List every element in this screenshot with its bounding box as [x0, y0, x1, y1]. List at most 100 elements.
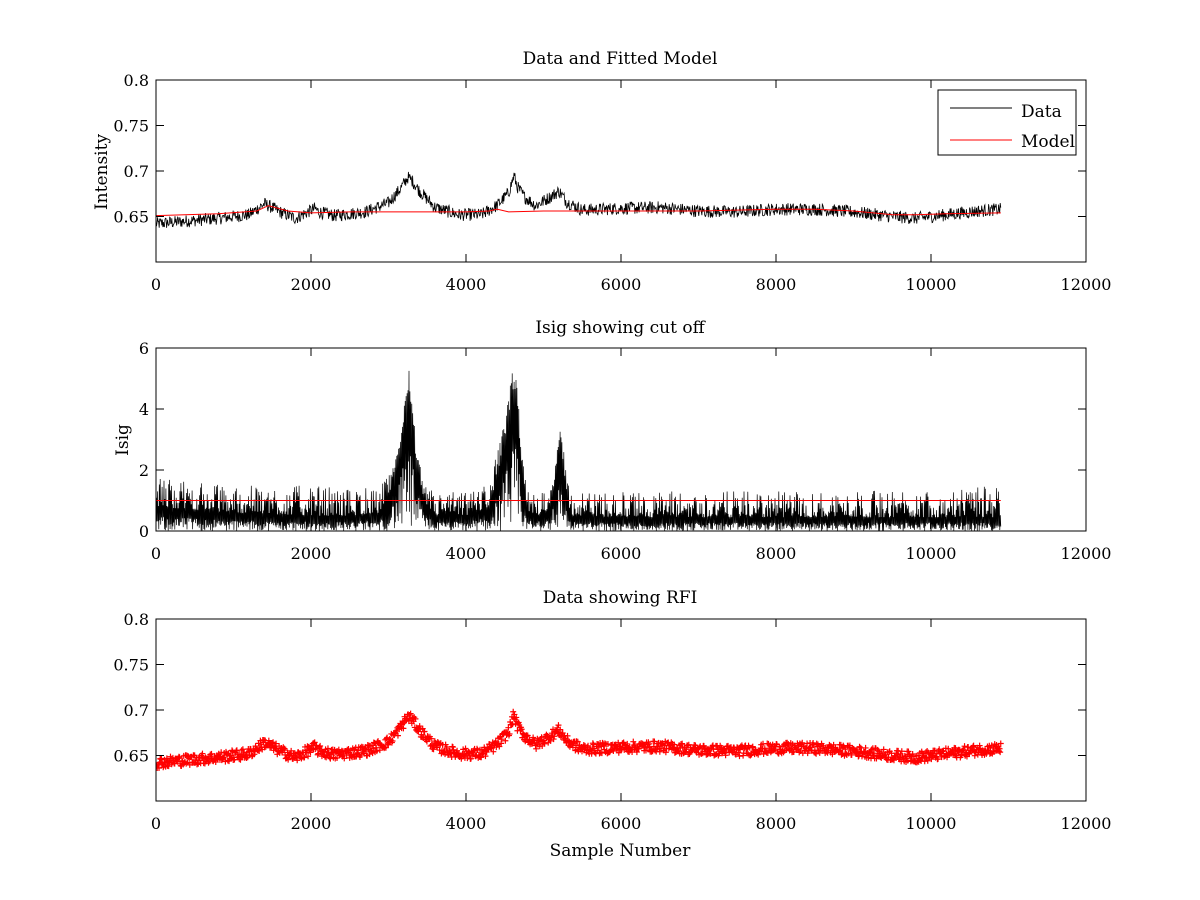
- data-point: [243, 754, 250, 761]
- data-point: [874, 746, 881, 753]
- data-point: [478, 754, 485, 761]
- panel-1-y-axis-label: Intensity: [92, 134, 112, 210]
- data-point: [651, 738, 658, 745]
- data-point: [996, 745, 1003, 752]
- data-point: [207, 751, 214, 758]
- panel-1-title: Data and Fitted Model: [523, 49, 718, 69]
- data-point: [836, 748, 843, 755]
- legend-box: [937, 89, 1077, 156]
- data-point: [366, 751, 373, 758]
- data-point: [528, 741, 535, 748]
- x-tick-label: 4000: [446, 544, 487, 563]
- data-point: [176, 754, 183, 761]
- data-point: [554, 724, 561, 731]
- data-point: [871, 750, 878, 757]
- data-point: [645, 740, 652, 747]
- data-point: [749, 744, 756, 751]
- y-tick-label: 0.65: [113, 208, 149, 227]
- panel-3-x-axis-label: Sample Number: [550, 841, 692, 861]
- data-point: [305, 753, 312, 760]
- data-point: [928, 756, 935, 763]
- data-point: [854, 746, 861, 753]
- data-point: [498, 736, 505, 743]
- data-point: [610, 748, 617, 755]
- data-point: [324, 745, 331, 752]
- data-point: [770, 747, 777, 754]
- panel-2-axes-frame: [155, 347, 1087, 532]
- data-point: [679, 740, 686, 747]
- data-point: [301, 754, 308, 761]
- data-point: [671, 741, 678, 748]
- data-point: [971, 752, 978, 759]
- data-point: [421, 728, 428, 735]
- data-point: [784, 742, 791, 749]
- x-tick-label: 2000: [291, 814, 332, 833]
- data-point: [510, 708, 517, 715]
- y-tick-label: 0.8: [124, 71, 149, 90]
- data-point: [373, 748, 380, 755]
- y-tick-label: 0.7: [124, 701, 149, 720]
- data-point: [443, 744, 450, 751]
- data-point: [199, 750, 206, 757]
- data-point: [538, 734, 545, 741]
- data-point: [407, 710, 414, 717]
- data-point: [564, 732, 571, 739]
- x-tick-label: 12000: [1061, 814, 1112, 833]
- data-point: [747, 752, 754, 759]
- data-point: [698, 750, 705, 757]
- data-point: [684, 742, 691, 749]
- data-point: [158, 755, 165, 762]
- data-point: [317, 742, 324, 749]
- data-point: [517, 727, 524, 734]
- data-point: [855, 752, 862, 759]
- data-point: [880, 746, 887, 753]
- data-point: [219, 755, 226, 762]
- data-point: [767, 749, 774, 756]
- x-tick-label: 6000: [601, 814, 642, 833]
- series-markers-rfi: [156, 708, 1004, 771]
- data-point: [406, 711, 413, 718]
- panel-isig-showing-cut-off: Isig showing cut off Isig 0 2000 4000 6000 8…: [113, 318, 1111, 563]
- data-point: [799, 739, 806, 746]
- data-point: [394, 732, 401, 739]
- legend-label-model: Model: [1021, 132, 1075, 152]
- data-point: [722, 752, 729, 759]
- x-tick-label: 10000: [906, 544, 957, 563]
- data-point: [755, 751, 762, 758]
- data-point: [373, 744, 380, 751]
- data-point: [513, 714, 520, 721]
- data-point: [496, 743, 503, 750]
- data-point: [905, 748, 912, 755]
- data-point: [490, 748, 497, 755]
- data-point: [428, 735, 435, 742]
- data-point: [505, 724, 512, 731]
- data-point: [838, 751, 845, 758]
- data-point: [389, 738, 396, 745]
- data-point: [598, 750, 605, 757]
- x-tick-label: 4000: [446, 814, 487, 833]
- panel-2-ticks: 0 2000 4000 6000 8000 10000 12000 0 2 4 6: [139, 339, 1112, 563]
- panel-3-title: Data showing RFI: [543, 588, 698, 608]
- data-point: [585, 742, 592, 749]
- data-point: [683, 746, 690, 753]
- data-point: [474, 745, 481, 752]
- data-point: [251, 751, 258, 758]
- data-point: [400, 725, 407, 732]
- x-tick-label: 6000: [601, 275, 642, 294]
- data-point: [557, 726, 564, 733]
- data-point: [811, 747, 818, 754]
- y-tick-label: 0.7: [124, 162, 149, 181]
- data-point: [589, 740, 596, 747]
- data-point: [688, 747, 695, 754]
- data-point: [540, 737, 547, 744]
- data-point: [165, 763, 172, 770]
- panel-data-showing-rfi: Data showing RFI 0 2000 4000 6000 8000 10000 1…: [113, 588, 1111, 861]
- data-point: [658, 740, 665, 747]
- data-point: [868, 746, 875, 753]
- data-point: [518, 726, 525, 733]
- y-tick-label: 0.75: [113, 117, 149, 136]
- data-point: [227, 752, 234, 759]
- panel-2-plot-area: [156, 370, 1002, 531]
- panel-1-legend: Data Model: [937, 89, 1077, 156]
- panel-1-ticks: 0 2000 4000 6000 8000 10000 12000 0.65 0.7 0.75 0.…: [113, 71, 1111, 294]
